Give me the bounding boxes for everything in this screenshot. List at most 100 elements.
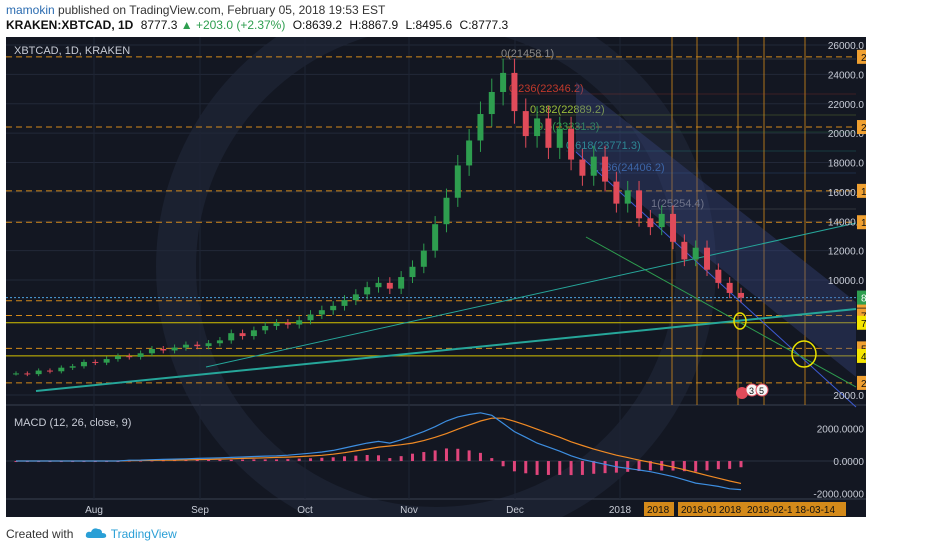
level-label-box: [857, 120, 866, 135]
macd-histogram-bar: [592, 461, 596, 474]
macd-histogram-bar: [388, 458, 392, 462]
macd-histogram-bar: [377, 455, 380, 462]
symbol-label: KRAKEN:XBTCAD, 1D: [6, 18, 134, 32]
footer: Created with TradingView: [6, 527, 177, 542]
macd-histogram-bar: [728, 461, 732, 469]
level-label: 4718.5: [861, 352, 866, 363]
target-ellipse: [791, 340, 817, 368]
price-tick-label: 20000.0: [828, 129, 865, 140]
target-ellipse: [733, 312, 747, 330]
level-label-box: [857, 315, 866, 330]
candle-body: [160, 349, 167, 351]
macd-label: MACD (12, 26, close, 9): [14, 417, 131, 429]
time-label: 2018-01: [681, 505, 718, 516]
macd-histogram-bar: [343, 456, 347, 462]
candle-body: [216, 340, 223, 344]
macd-histogram-bar: [626, 461, 630, 472]
price-label-box: [857, 290, 866, 305]
macd-histogram-bar: [195, 459, 199, 462]
candle-body: [58, 367, 65, 372]
change-indicator: ▲ +203.0 (+2.37%): [180, 18, 286, 32]
price-tick-label: 16000.0: [828, 188, 865, 199]
candle-body: [398, 277, 405, 289]
candle-body: [228, 333, 235, 341]
level-label-box: [857, 341, 866, 356]
candle-body: [171, 347, 178, 351]
macd-tick-label: 2000.0000: [817, 424, 865, 435]
close-value: C:8777.3: [459, 18, 509, 32]
level-label-box: [857, 308, 866, 323]
candle-body: [488, 92, 495, 115]
macd-histogram-bar: [558, 461, 562, 475]
time-label-box: [792, 502, 846, 516]
candle-body: [715, 269, 722, 283]
price-tick-label: 22000.0: [828, 100, 865, 111]
macd-histogram-bar: [354, 455, 358, 462]
candle-body: [273, 323, 280, 326]
chart-area[interactable]: 0(21458.1) 0.236(22346.2) 0.382(22889.2) 0.…: [6, 37, 866, 517]
event-circle: [755, 383, 769, 397]
time-label: 2018: [719, 505, 742, 516]
level-label-box: [857, 348, 866, 363]
macd-histogram-bar: [444, 448, 448, 462]
tradingview-link[interactable]: TradingView: [110, 527, 177, 541]
candle-body: [24, 373, 31, 375]
candle-body: [602, 156, 609, 182]
macd-histogram-bar: [252, 459, 256, 462]
candle-body: [137, 353, 144, 357]
grid: [6, 37, 866, 500]
fib-label: 0(21458.1): [501, 48, 554, 60]
author-link[interactable]: mamokin: [6, 3, 55, 17]
macd-histogram-bar: [433, 450, 437, 462]
candle-body: [726, 282, 733, 293]
time-tick-label: Dec: [506, 505, 524, 516]
candle-body: [636, 190, 643, 219]
level-label: 16068.8: [861, 187, 866, 198]
time-label-box: [716, 502, 746, 516]
candle-body: [704, 247, 711, 270]
last-price: 8777.3: [140, 18, 178, 32]
time-tick-label: Oct: [297, 505, 313, 516]
level-label: 25194.2: [861, 53, 866, 64]
candle-body: [126, 356, 133, 358]
open-value: O:8639.2: [292, 18, 343, 32]
candle-body: [148, 349, 155, 354]
time-tick-label: Aug: [85, 505, 103, 516]
macd-histogram-bar: [467, 450, 471, 462]
event-circle-label: 3: [749, 386, 754, 396]
macd-histogram-bar: [739, 461, 743, 468]
support-trend-line: [35, 308, 857, 392]
candle-body: [568, 128, 575, 160]
candle-body: [681, 241, 688, 260]
fib-label: 0.786(24406.2): [590, 162, 665, 174]
tradingview-cloud-icon: [85, 527, 107, 542]
macd-histogram-bar: [456, 448, 460, 462]
macd-histogram-bar: [320, 457, 324, 462]
candle-body: [375, 282, 382, 288]
macd-histogram-bar: [580, 461, 584, 475]
macd-pane: [6, 412, 856, 491]
macd-histogram-bar: [410, 453, 414, 462]
candle-body: [545, 118, 552, 148]
macd-histogram-bar: [603, 461, 607, 474]
level-label-box: [857, 183, 866, 198]
macd-histogram-bar: [297, 458, 301, 462]
candle-body: [432, 224, 439, 251]
price-tick-label: 12000.0: [828, 247, 865, 258]
candle-body: [409, 266, 416, 278]
trend-line-green: [585, 236, 857, 388]
candle-body: [579, 159, 586, 176]
candle-body: [330, 305, 337, 311]
fib-label: 0.618(23771.3): [566, 140, 641, 152]
candle-body: [500, 72, 507, 92]
price-axis: 26000.0 24000.0 22000.0 20000.0 18000.0 16000…: [813, 41, 866, 501]
candle-body: [262, 326, 269, 331]
event-circle-label: 5: [759, 386, 764, 396]
macd-histogram-bar: [241, 459, 245, 462]
time-label-box: [678, 502, 726, 516]
publish-info: published on TradingView.com, February 0…: [54, 3, 386, 17]
level-label: 13934.1: [861, 218, 866, 229]
level-label-box: [857, 49, 866, 64]
level-label-box: [857, 375, 866, 390]
chart-svg[interactable]: 0(21458.1)0.236(22346.2)0.382(22889.2)0.…: [6, 37, 866, 517]
